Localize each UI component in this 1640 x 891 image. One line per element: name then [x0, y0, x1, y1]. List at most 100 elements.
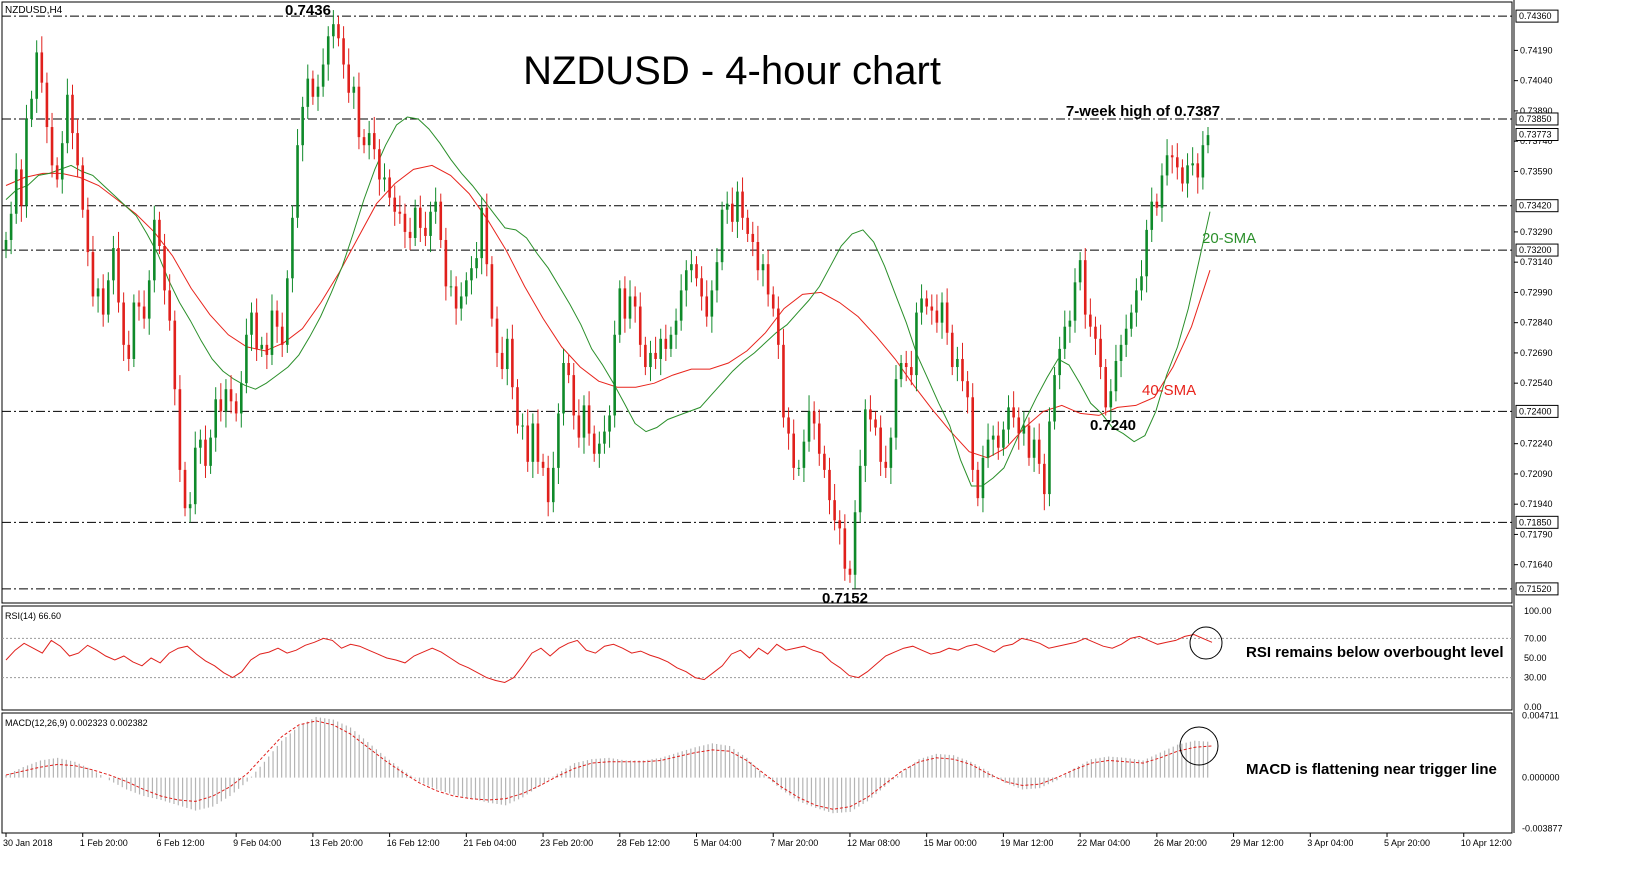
candle-body — [950, 332, 954, 368]
candle-body — [275, 310, 279, 327]
rsi-tick-label: 70.00 — [1524, 633, 1547, 643]
candle-body — [664, 338, 668, 349]
candle-body — [403, 213, 407, 232]
candle-body — [771, 294, 775, 309]
candle-body — [475, 258, 478, 269]
candle-body — [731, 203, 734, 222]
candle-body — [930, 306, 934, 311]
price-tick-label: 0.71640 — [1520, 560, 1553, 570]
candle-body — [864, 409, 867, 466]
candle-body — [265, 344, 269, 355]
candle-body — [219, 399, 223, 412]
candle-body — [45, 82, 49, 128]
candle-body — [1104, 367, 1108, 408]
candle-body — [321, 64, 325, 87]
candle-body — [695, 264, 698, 279]
candle-body — [4, 239, 8, 251]
time-tick-label: 15 Mar 00:00 — [924, 838, 977, 848]
candle-body — [812, 411, 816, 424]
candle-body — [20, 169, 23, 206]
candle-body — [66, 94, 69, 144]
candle-body — [178, 389, 182, 470]
rsi-tick-label: 0.00 — [1524, 702, 1542, 712]
candle-body — [756, 241, 760, 271]
price-tick-label: 0.72090 — [1520, 469, 1553, 479]
price-tick-label: 0.72540 — [1520, 378, 1553, 388]
macd-signal-line — [5, 720, 1213, 810]
price-axis: 0.74190 0.74040 0.73890 0.73740 0.73590 0.732… — [1513, 0, 1559, 833]
price-tick-label: 0.72240 — [1520, 439, 1553, 449]
candle-body — [245, 334, 248, 384]
candle-body — [122, 302, 125, 345]
candle-body — [598, 443, 601, 454]
candle-body — [777, 308, 780, 345]
candle-body — [592, 433, 596, 454]
candle-body — [1089, 314, 1092, 327]
candle-body — [357, 86, 361, 138]
rsi-line — [5, 633, 1213, 684]
candle-body — [858, 465, 862, 513]
candle-body — [419, 207, 422, 228]
candle-body — [741, 191, 744, 218]
candle-body — [557, 413, 560, 468]
candle-body — [1043, 463, 1046, 495]
candle-body — [229, 389, 233, 402]
candle-body — [224, 389, 228, 412]
candle-body — [720, 209, 724, 263]
candle-body — [383, 177, 386, 180]
price-box-label: 0.73773 — [1519, 130, 1552, 140]
candle-body — [562, 363, 565, 414]
candle-body — [209, 437, 212, 466]
candle-body — [551, 467, 555, 503]
moving-averages — [5, 116, 1211, 487]
panel-frame-2 — [1, 712, 1513, 834]
time-tick-label: 16 Feb 12:00 — [387, 838, 440, 848]
candle-body — [76, 133, 79, 166]
candle-body — [372, 133, 376, 150]
candle-body — [996, 435, 1000, 448]
candle-body — [1063, 326, 1067, 349]
candle-body — [270, 310, 274, 355]
price-box — [1515, 515, 1559, 529]
candle-body — [991, 435, 995, 440]
rsi-tick-label: 50.00 — [1524, 653, 1547, 663]
candle-body — [649, 352, 652, 368]
time-tick-label: 30 Jan 2018 — [3, 838, 53, 848]
candlesticks — [4, 10, 1210, 589]
candle-body — [746, 217, 749, 234]
candle-body — [843, 528, 847, 569]
price-box — [1515, 112, 1559, 126]
candle-body — [367, 133, 371, 146]
sma20-label: 20-SMA — [1202, 230, 1256, 247]
candle-body — [1165, 155, 1169, 176]
time-tick-label: 7 Mar 20:00 — [770, 838, 818, 848]
candle-body — [439, 201, 443, 240]
candle-body — [736, 191, 739, 222]
candle-body — [408, 231, 412, 238]
candle-body — [153, 219, 156, 281]
time-tick-label: 26 Mar 20:00 — [1154, 838, 1207, 848]
candle-body — [582, 405, 586, 438]
candle-body — [674, 320, 678, 335]
candle-body — [981, 457, 985, 499]
time-tick-label: 13 Feb 20:00 — [310, 838, 363, 848]
candle-body — [505, 338, 509, 370]
candle-body — [628, 296, 632, 319]
candle-body — [869, 409, 872, 420]
time-tick-label: 12 Mar 08:00 — [847, 838, 900, 848]
candle-body — [193, 447, 197, 505]
candle-body — [316, 86, 320, 97]
time-tick-label: 9 Feb 04:00 — [233, 838, 281, 848]
candle-body — [526, 425, 530, 462]
candle-body — [183, 469, 187, 509]
symbol-label: NZDUSD,H4 — [5, 5, 63, 16]
candle-body — [904, 363, 908, 368]
candle-body — [874, 419, 877, 428]
rsi-note: RSI remains below overbought level — [1246, 644, 1504, 661]
candle-body — [910, 367, 913, 376]
price-tick-label: 0.73290 — [1520, 227, 1553, 237]
candle-body — [86, 209, 90, 253]
candle-body — [1048, 421, 1051, 495]
time-tick-label: 1 Feb 20:00 — [80, 838, 128, 848]
